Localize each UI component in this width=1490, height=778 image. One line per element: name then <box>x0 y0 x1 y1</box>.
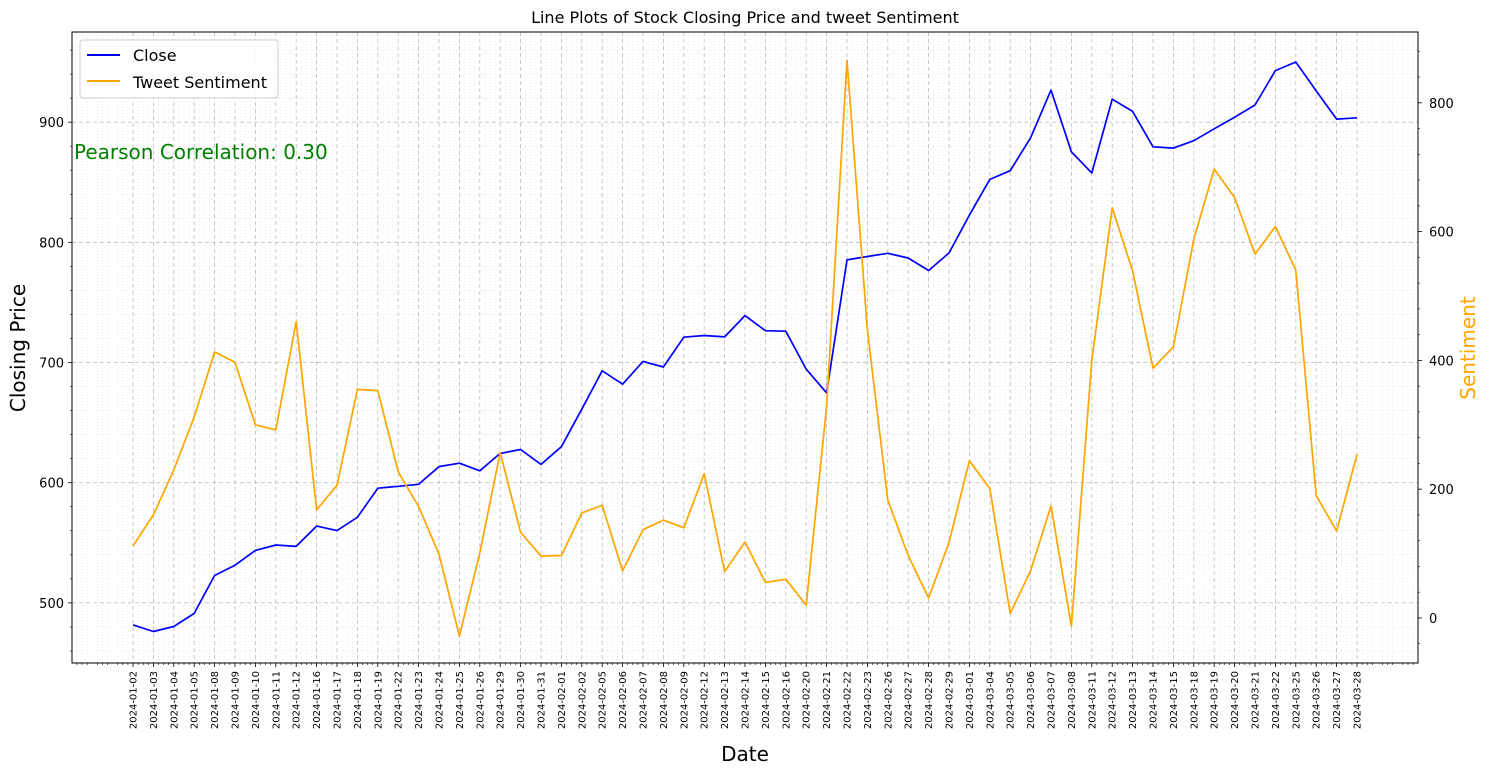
left-tick-label: 500 <box>39 597 64 612</box>
x-tick-label: 2024-02-09 <box>679 671 690 729</box>
x-tick-label: 2024-02-23 <box>863 671 874 729</box>
x-tick-label: 2024-03-14 <box>1149 671 1160 729</box>
chart-title: Line Plots of Stock Closing Price and tw… <box>531 8 959 27</box>
x-tick-label: 2024-02-21 <box>822 671 833 729</box>
x-tick-label: 2024-01-23 <box>414 671 425 729</box>
x-tick-label: 2024-01-25 <box>455 671 466 729</box>
x-tick-label: 2024-03-25 <box>1291 671 1302 729</box>
legend-label-close: Close <box>133 46 177 65</box>
x-tick-label: 2024-03-27 <box>1332 671 1343 729</box>
series-layer <box>132 59 1358 637</box>
x-tick-label: 2024-02-20 <box>802 671 813 729</box>
x-tick-label: 2024-03-13 <box>1128 671 1139 729</box>
x-tick-label: 2024-01-08 <box>210 671 221 729</box>
minor-grid <box>72 32 1418 663</box>
left-tick-label: 900 <box>39 116 64 131</box>
x-tick-label: 2024-03-04 <box>985 671 996 729</box>
x-tick-label: 2024-02-08 <box>659 671 670 729</box>
x-tick-label: 2024-02-14 <box>741 671 752 729</box>
x-axis: 2024-01-02 2024-01-03 2024-01-04 2024-01-05… <box>76 663 1414 729</box>
left-tick-label: 600 <box>39 477 64 492</box>
x-tick-label: 2024-01-29 <box>496 671 507 729</box>
x-tick-label: 2024-02-02 <box>577 671 588 729</box>
left-y-axis-label: Closing Price <box>6 284 30 412</box>
x-tick-label: 2024-02-27 <box>904 671 915 729</box>
x-tick-label: 2024-03-06 <box>1026 671 1037 729</box>
x-tick-label: 2024-01-18 <box>353 671 364 729</box>
x-tick-label: 2024-01-22 <box>394 671 405 729</box>
series-line-tweet-sentiment <box>132 59 1358 637</box>
x-tick-label: 2024-03-22 <box>1271 671 1282 729</box>
x-tick-label: 2024-03-07 <box>1047 671 1058 729</box>
legend: Close Tweet Sentiment <box>79 39 279 99</box>
legend-box <box>79 39 279 99</box>
x-tick-label: 2024-01-05 <box>190 671 201 729</box>
series-line-close <box>132 61 1358 633</box>
x-tick-label: 2024-03-21 <box>1251 671 1262 729</box>
right-tick-label: 600 <box>1429 226 1454 241</box>
x-tick-label: 2024-01-26 <box>475 671 486 729</box>
major-grid <box>72 32 1418 663</box>
left-tick-label: 700 <box>39 357 64 372</box>
x-tick-label: 2024-02-16 <box>781 671 792 729</box>
x-tick-label: 2024-01-17 <box>333 671 344 729</box>
right-tick-label: 800 <box>1429 97 1454 112</box>
x-tick-label: 2024-01-10 <box>251 671 262 729</box>
x-tick-label: 2024-02-05 <box>598 671 609 729</box>
x-tick-label: 2024-02-13 <box>720 671 731 729</box>
x-tick-label: 2024-01-31 <box>537 671 548 729</box>
x-tick-label: 2024-03-28 <box>1353 671 1364 729</box>
x-tick-label: 2024-03-01 <box>965 671 976 729</box>
right-tick-label: 400 <box>1429 354 1454 369</box>
x-tick-label: 2024-03-19 <box>1210 671 1221 729</box>
x-tick-label: 2024-02-12 <box>700 671 711 729</box>
right-tick-label: 0 <box>1429 612 1437 627</box>
right-y-axis-label: Sentiment <box>1456 296 1480 400</box>
x-tick-label: 2024-01-03 <box>149 671 160 729</box>
x-tick-label: 2024-01-30 <box>516 671 527 729</box>
x-tick-label: 2024-03-18 <box>1189 671 1200 729</box>
x-tick-label: 2024-02-26 <box>883 671 894 729</box>
x-tick-label: 2024-03-08 <box>1067 671 1078 729</box>
x-tick-label: 2024-03-26 <box>1312 671 1323 729</box>
x-tick-label: 2024-01-04 <box>169 671 180 729</box>
legend-label-tweet-sentiment: Tweet Sentiment <box>132 73 267 92</box>
x-tick-label: 2024-01-16 <box>312 671 323 729</box>
x-tick-label: 2024-02-22 <box>843 671 854 729</box>
x-tick-label: 2024-03-15 <box>1169 671 1180 729</box>
left-tick-label: 800 <box>39 236 64 251</box>
x-tick-label: 2024-01-09 <box>231 671 242 729</box>
x-tick-label: 2024-01-19 <box>373 671 384 729</box>
x-tick-label: 2024-02-06 <box>618 671 629 729</box>
x-tick-label: 2024-03-12 <box>1108 671 1119 729</box>
x-tick-label: 2024-03-05 <box>1006 671 1017 729</box>
x-tick-label: 2024-03-20 <box>1230 671 1241 729</box>
x-tick-label: 2024-01-11 <box>271 671 282 729</box>
correlation-annotation: Pearson Correlation: 0.30 <box>74 140 328 164</box>
x-tick-label: 2024-03-11 <box>1087 671 1098 729</box>
right-tick-label: 200 <box>1429 483 1454 498</box>
x-tick-label: 2024-02-07 <box>639 671 650 729</box>
x-tick-label: 2024-02-29 <box>945 671 956 729</box>
left-y-axis: 500 600 700 800 900 <box>39 49 72 652</box>
x-tick-label: 2024-02-28 <box>924 671 935 729</box>
x-tick-label: 2024-01-12 <box>292 671 303 729</box>
x-tick-label: 2024-01-24 <box>435 671 446 729</box>
x-tick-label: 2024-01-02 <box>129 671 140 729</box>
x-tick-label: 2024-02-15 <box>761 671 772 729</box>
x-tick-label: 2024-02-01 <box>557 671 568 729</box>
right-y-axis: 0 200 400 600 800 <box>1418 51 1454 644</box>
x-axis-label: Date <box>721 742 769 766</box>
